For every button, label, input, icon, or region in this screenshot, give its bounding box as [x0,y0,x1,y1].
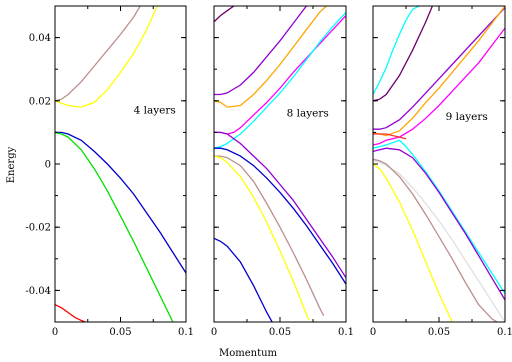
plot-frame-1 [54,5,187,323]
x-tick-label: 0 [211,327,217,338]
y-axis-label: Energy [6,146,17,183]
series-line-p1-3 [55,131,186,274]
panel-1: 0.04 0.02 0 -0.02 -0.04 0 0.05 0.1 4 layers [25,5,194,338]
panel-annotation: 4 layers [134,104,176,116]
series-line-p1-4 [55,131,174,322]
x-tick-label: 0 [370,327,376,338]
y-tick-label: 0.04 [29,33,51,44]
series-line-p3-1 [373,6,433,102]
x-tick-label: 0.1 [497,327,512,338]
x-tick-label: 0.05 [109,327,131,338]
series-line-p3-6 [373,133,407,140]
series-line-p3-10 [373,158,498,322]
panel-annotation: 8 layers [287,108,329,120]
series-line-p1-1 [55,6,141,102]
y-tick-label: -0.02 [25,223,51,234]
series-line-p1-5 [55,304,86,322]
series-line-p3-4 [373,6,505,137]
series-line-p3-7 [373,139,505,294]
x-tick-label: 0.1 [178,327,194,338]
panel-annotation: 9 layers [446,111,488,123]
y-tick-label: 0 [45,160,51,171]
series-line-p3-5 [373,27,505,146]
x-axis-label: Momentum [219,348,278,359]
series-line-p2-1 [214,6,235,23]
series-line-p1-2 [55,6,158,108]
series-line-p2-5 [214,11,346,149]
series-line-p2-10 [214,237,273,322]
series-line-p3-11 [373,163,453,322]
series-line-p3-9 [373,160,505,322]
y-tick-label: -0.04 [25,286,51,297]
x-tick-label: 0.05 [428,327,450,338]
series-line-p2-6 [214,131,346,279]
series-line-p3-3 [373,7,505,130]
panel-2: 0 0.05 0.1 8 layers [211,5,354,338]
plot-frame-2 [213,5,347,323]
series-line-p2-8 [214,155,325,316]
series-line-p2-7 [214,147,346,285]
panel-3: 0 0.05 0.1 9 layers [370,5,512,338]
series-line-p2-3 [214,6,327,108]
series-line-p2-2 [214,6,307,96]
y-tick-label: 0.02 [29,96,51,107]
series-line-p3-8 [373,147,505,301]
series-line-p2-9 [214,155,310,321]
x-tick-label: 0.1 [338,327,354,338]
x-tick-label: 0 [52,327,58,338]
series-line-p3-2 [373,6,420,95]
x-tick-label: 0.05 [269,327,291,338]
